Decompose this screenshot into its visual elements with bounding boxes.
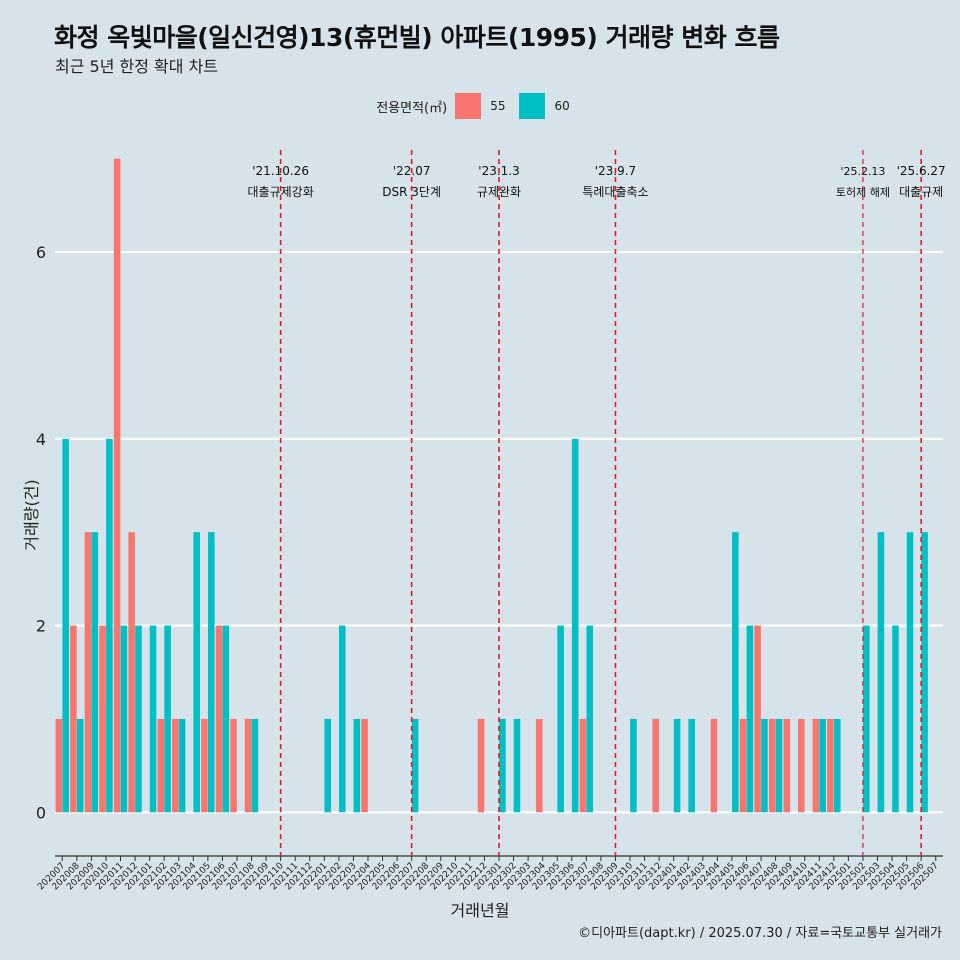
bar-60-202302 [513,718,521,813]
bar-55-202012 [128,532,135,813]
event-label-202502: 토허제 해제 [836,185,890,199]
y-tick-label: 2 [36,617,46,636]
bar-60-202506 [921,532,928,813]
bar-60-202405 [732,532,739,813]
bar-60-202301 [499,718,506,813]
event-date-202309: '23.9.7 [595,164,636,178]
bar-60-202305 [557,625,564,813]
y-tick-label: 4 [36,430,46,449]
bar-60-202103 [178,718,186,813]
bar-55-202407 [754,625,761,813]
y-tick-label: 0 [36,803,46,822]
bar-55-202404 [710,718,718,813]
event-date-202110: '21.10.26 [252,164,309,178]
event-label-202301: 규제완화 [477,185,521,199]
bar-60-202310 [630,718,637,813]
bar-55-202406 [739,718,747,813]
bar-60-202505 [906,532,914,813]
x-axis-label: 거래년월 [450,901,510,920]
bar-60-202105 [207,532,215,813]
bar-60-202406 [746,625,754,813]
bar-60-202307 [586,625,594,813]
bar-60-202502 [863,625,870,813]
bar-60-202104 [193,532,200,813]
y-axis-label: 거래량(건) [22,479,41,551]
event-date-202506: '25.6.27 [897,164,946,178]
bar-60-202207 [411,718,419,813]
bar-60-202402 [688,718,695,813]
event-date-202207: '22.07 [393,164,431,178]
bar-60-202201 [324,718,332,813]
legend: 전용면적(㎡) 55 60 [0,93,960,119]
bar-55-202411 [812,718,820,813]
bar-55-202107 [230,718,237,813]
bar-55-202408 [768,718,776,813]
bar-55-202304 [535,718,543,813]
bar-55-202102 [157,718,165,813]
bar-60-202011 [120,625,128,813]
bar-60-202504 [892,625,899,813]
bar-55-202212 [477,718,485,813]
legend-swatch-60 [519,93,546,119]
event-label-202207: DSR 3단계 [382,185,441,199]
bar-60-202407 [761,718,768,813]
chart-title: 화정 옥빛마을(일신건영)13(휴먼빌) 아파트(1995) 거래량 변화 흐름 [54,23,780,52]
bar-60-202106 [222,625,230,813]
bar-60-202009 [91,532,99,813]
bar-55-202010 [99,625,106,813]
legend-title: 전용면적(㎡) [376,100,448,116]
bar-60-202007 [62,438,69,813]
bar-60-202411 [819,718,826,813]
bar-55-202312 [652,718,659,813]
bar-55-202108 [244,718,252,813]
bar-55-202410 [798,718,805,813]
bar-55-202008 [70,625,77,813]
bar-60-202108 [251,718,259,813]
bar-55-202103 [172,718,179,813]
caption: ©디아파트(dapt.kr) / 2025.07.30 / 자료=국토교통부 실… [578,926,942,941]
event-date-202502: '25.2.13 [840,165,885,178]
y-tick-label: 6 [36,243,46,262]
bar-60-202012 [135,625,142,813]
bar-60-202306 [571,438,579,813]
bar-55-202412 [827,718,834,813]
bar-60-202102 [164,625,171,813]
event-date-202301: '23.1.3 [478,164,519,178]
legend-label-60: 60 [554,99,570,113]
event-label-202110: 대출규제강화 [248,185,314,199]
bar-60-202412 [833,718,841,813]
bar-60-202010 [106,438,113,813]
bar-55-202007 [55,718,63,813]
bar-55-202009 [84,532,92,813]
bar-60-202008 [76,718,84,813]
bar-60-202101 [149,625,157,813]
bar-55-202105 [201,718,208,813]
bar-55-202409 [783,718,791,813]
event-label-202506: 대출규제 [899,185,943,199]
bar-55-202307 [579,718,587,813]
bar-55-202011 [113,158,121,813]
bar-60-202503 [877,532,885,813]
legend-swatch-55 [455,93,482,119]
bar-55-202204 [361,718,368,813]
event-label-202309: 특례대출축소 [582,185,648,199]
bar-60-202202 [339,625,346,813]
legend-label-55: 55 [490,99,506,113]
chart-subtitle: 최근 5년 한정 확대 차트 [55,57,219,76]
bar-60-202401 [673,718,681,813]
bar-60-202203 [353,718,361,813]
bar-60-202408 [775,718,783,813]
bar-55-202106 [215,625,223,813]
